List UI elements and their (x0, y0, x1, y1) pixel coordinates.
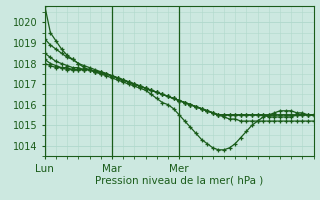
X-axis label: Pression niveau de la mer( hPa ): Pression niveau de la mer( hPa ) (95, 175, 263, 185)
